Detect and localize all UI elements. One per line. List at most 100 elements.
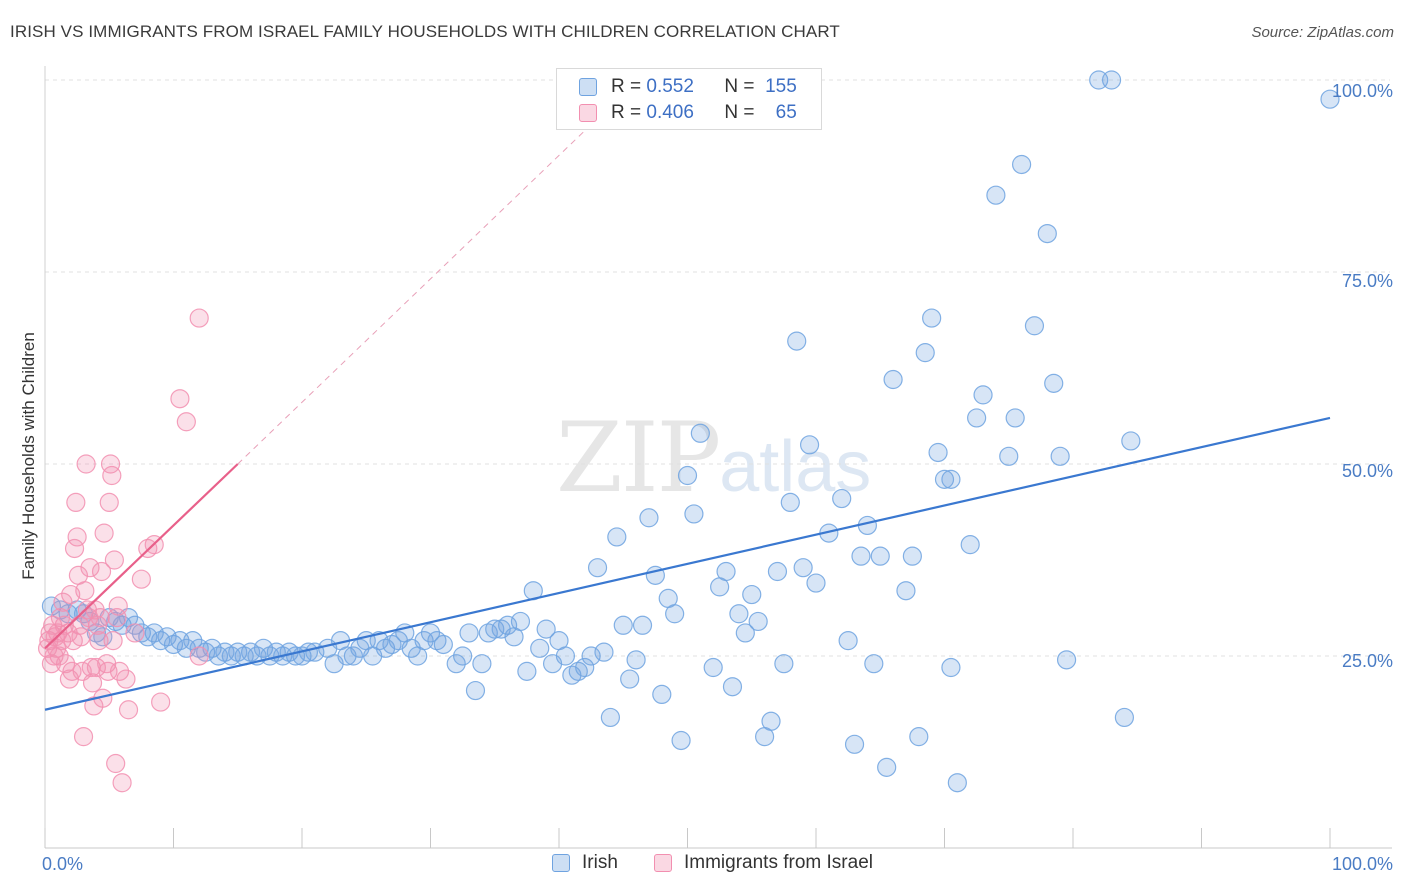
data-point-israel xyxy=(64,538,85,559)
series-irish-points xyxy=(41,70,1340,793)
data-point-irish xyxy=(986,185,1006,205)
data-point-irish xyxy=(748,611,768,632)
x-tick-label-max: 100.0% xyxy=(1332,854,1393,874)
data-point-israel xyxy=(131,569,151,589)
data-point-irish xyxy=(1121,431,1141,451)
data-point-israel xyxy=(82,673,103,693)
legend-swatch-israel xyxy=(579,104,597,122)
data-point-irish xyxy=(575,657,595,678)
y-tick-label: 25.0% xyxy=(1342,651,1393,671)
data-point-irish xyxy=(253,638,274,658)
data-point-irish xyxy=(517,661,537,681)
axes xyxy=(44,66,1392,849)
data-point-irish xyxy=(510,611,531,632)
legend-label-israel: Immigrants from Israel xyxy=(684,852,873,873)
data-point-israel xyxy=(90,607,110,628)
data-point-irish xyxy=(684,504,704,524)
tick-labels: 25.0% 50.0% 75.0% 100.0% 0.0% 100.0% xyxy=(42,81,1393,874)
data-point-israel xyxy=(91,561,112,582)
data-point-israel xyxy=(66,492,86,512)
data-point-irish xyxy=(799,435,820,455)
data-point-irish xyxy=(941,657,961,678)
legend-n-label: N = xyxy=(724,102,755,123)
data-point-israel xyxy=(49,646,69,666)
data-point-irish xyxy=(716,561,736,582)
data-point-irish xyxy=(530,638,550,658)
data-point-irish xyxy=(600,707,621,728)
data-point-irish xyxy=(144,623,164,643)
data-point-irish xyxy=(864,654,884,674)
y-tick-label: 50.0% xyxy=(1342,461,1393,481)
data-point-irish xyxy=(594,642,614,662)
data-point-israel xyxy=(73,727,94,747)
data-point-irish xyxy=(555,646,576,666)
data-point-irish xyxy=(1005,408,1025,428)
data-point-irish xyxy=(665,604,685,624)
data-point-israel xyxy=(41,654,62,674)
data-point-irish xyxy=(896,581,916,601)
data-point-israel xyxy=(170,389,190,409)
data-point-irish xyxy=(767,561,788,582)
data-point-irish xyxy=(690,423,710,443)
data-point-israel xyxy=(104,550,124,570)
data-point-irish xyxy=(433,634,453,655)
data-point-israel xyxy=(189,646,209,666)
legend-r-value-irish: 0.552 xyxy=(646,76,694,97)
data-point-irish xyxy=(620,669,640,689)
data-point-israel xyxy=(103,631,123,651)
data-point-israel xyxy=(176,412,196,432)
data-point-irish xyxy=(967,408,987,428)
x-tick-label-min: 0.0% xyxy=(42,854,83,874)
data-point-irish xyxy=(498,615,518,635)
data-point-israel xyxy=(86,657,107,678)
data-point-irish xyxy=(1024,316,1045,336)
data-point-irish xyxy=(613,615,633,635)
data-point-irish xyxy=(999,446,1019,466)
watermark: ZIPatlas xyxy=(556,402,871,514)
data-point-irish xyxy=(125,615,145,635)
correlation-legend: R = 0.552 N = 155 R = 0.406 N = 65 xyxy=(556,68,822,130)
legend-item-israel[interactable]: Immigrants from Israel xyxy=(654,852,873,874)
data-point-israel xyxy=(55,654,76,674)
data-point-irish xyxy=(485,619,505,639)
legend-r-label: R = xyxy=(611,102,642,123)
data-point-irish xyxy=(369,631,389,651)
data-point-irish xyxy=(832,488,852,509)
data-point-irish xyxy=(838,631,858,651)
data-point-irish xyxy=(851,546,871,566)
chart-title: IRISH VS IMMIGRANTS FROM ISRAEL FAMILY H… xyxy=(10,22,840,41)
data-point-irish xyxy=(941,469,961,489)
legend-n-value-israel: 65 xyxy=(775,102,797,123)
data-point-irish xyxy=(928,442,948,463)
data-point-irish xyxy=(742,584,762,605)
data-point-irish xyxy=(626,650,646,670)
watermark-atlas: atlas xyxy=(719,427,872,507)
legend-swatch-israel xyxy=(654,854,672,872)
data-point-irish xyxy=(1101,70,1122,90)
legend-swatch-irish xyxy=(579,78,597,96)
data-point-irish xyxy=(722,677,743,697)
legend-r-label: R = xyxy=(611,76,642,97)
data-point-irish xyxy=(761,711,781,731)
data-point-israel xyxy=(94,523,114,543)
data-point-irish xyxy=(729,604,749,624)
data-point-israel xyxy=(44,646,64,666)
data-point-irish xyxy=(909,727,929,747)
legend-row-israel: R = 0.406 N = 65 xyxy=(579,101,797,125)
data-point-irish xyxy=(973,385,993,405)
data-point-irish xyxy=(652,684,672,705)
data-point-irish xyxy=(883,369,903,390)
data-point-israel xyxy=(75,581,95,601)
data-point-israel xyxy=(67,527,87,547)
legend-n-value-irish: 155 xyxy=(765,76,797,97)
source-label: Source: ZipAtlas.com xyxy=(1251,24,1394,41)
data-point-israel xyxy=(102,465,122,486)
data-point-irish xyxy=(844,734,865,754)
legend-item-irish[interactable]: Irish xyxy=(552,852,618,874)
data-point-israel xyxy=(106,753,126,774)
watermark-zip: ZIP xyxy=(556,402,721,514)
y-tick-label: 75.0% xyxy=(1342,271,1393,291)
data-point-irish xyxy=(780,492,800,512)
trend-line-israel-extrapolated xyxy=(237,118,598,465)
